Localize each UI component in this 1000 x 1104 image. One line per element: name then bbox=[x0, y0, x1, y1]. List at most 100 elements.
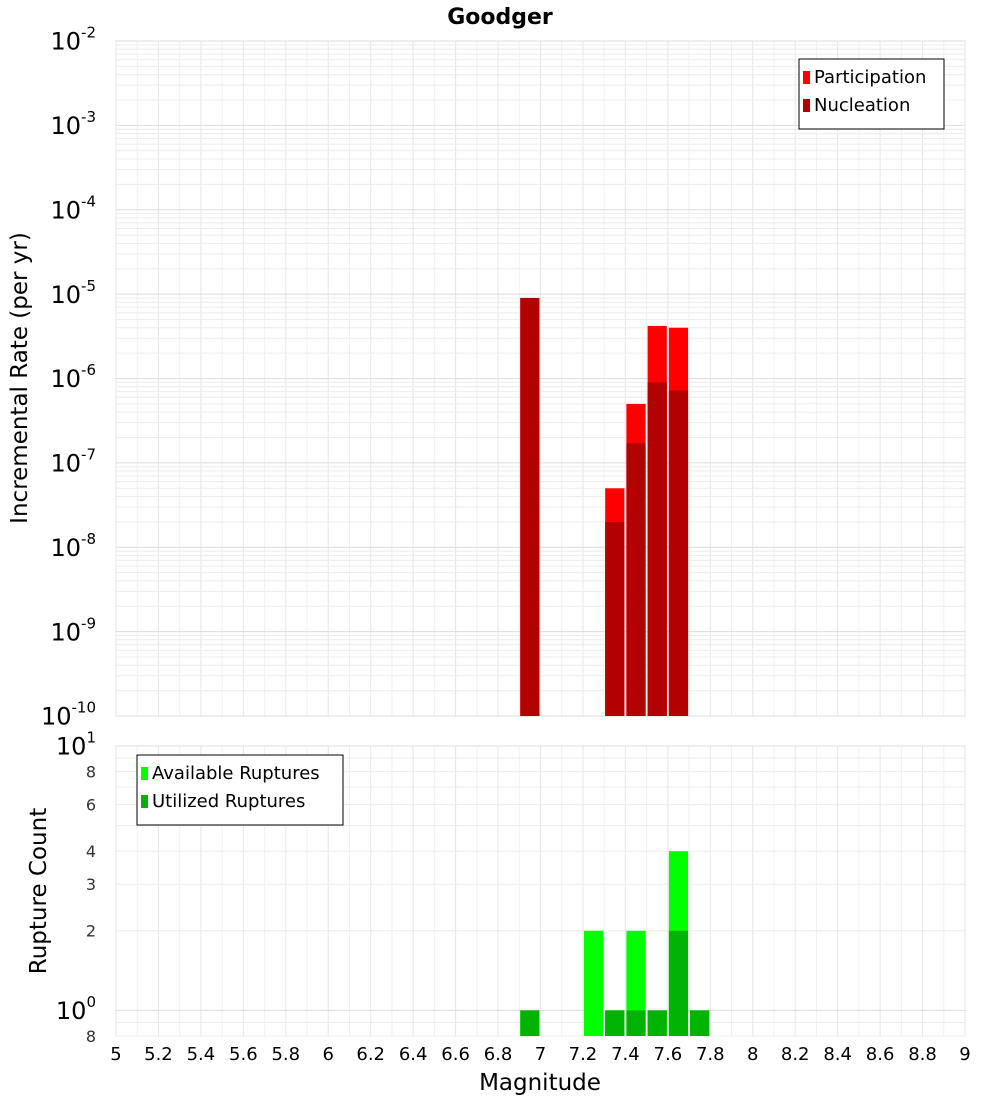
bar-utilized-ruptures bbox=[668, 930, 689, 1036]
x-tick-label: 6.8 bbox=[484, 1044, 513, 1065]
legend-label: Utilized Ruptures bbox=[152, 791, 305, 812]
y-tick-base: 6 bbox=[86, 795, 96, 814]
y-tick-label: 10-3 bbox=[50, 108, 96, 140]
x-tick-label: 8.6 bbox=[866, 1044, 895, 1065]
rate-bars bbox=[520, 297, 689, 716]
x-tick-label: 7.8 bbox=[696, 1044, 725, 1065]
y-tick-label: 10-5 bbox=[50, 277, 96, 309]
y-tick-base: 10 bbox=[41, 703, 72, 731]
y-tick-label: 101 bbox=[56, 729, 96, 761]
y-tick-exponent: -6 bbox=[81, 361, 96, 379]
x-tick-label: 7.2 bbox=[569, 1044, 598, 1065]
rate-gridlines bbox=[115, 40, 966, 717]
bar-utilized-ruptures bbox=[520, 1010, 540, 1036]
x-tick-label: 6.6 bbox=[441, 1044, 470, 1065]
chart-title: Goodger bbox=[447, 5, 553, 30]
x-tick-label: 5.2 bbox=[144, 1044, 173, 1065]
y-tick-label: 3 bbox=[86, 875, 96, 894]
y-tick-base: 2 bbox=[86, 922, 96, 941]
y-tick-base: 8 bbox=[86, 762, 96, 781]
y-tick-label: 8 bbox=[86, 1027, 96, 1046]
y-tick-label: 10-4 bbox=[50, 192, 96, 224]
count-bars bbox=[520, 851, 710, 1036]
legend-swatch bbox=[141, 767, 148, 780]
y-tick-base: 10 bbox=[50, 365, 81, 393]
y-tick-exponent: -4 bbox=[81, 192, 96, 210]
y-tick-base: 10 bbox=[50, 28, 81, 56]
y-tick-label: 10-8 bbox=[50, 530, 96, 562]
y-tick-exponent: -8 bbox=[81, 530, 96, 548]
rate-legend: Participation Nucleation bbox=[798, 58, 945, 130]
y-tick-label: 10-9 bbox=[50, 614, 96, 646]
y-tick-base: 10 bbox=[50, 450, 81, 478]
y-tick-exponent: 0 bbox=[86, 993, 96, 1011]
y-tick-label: 4 bbox=[86, 842, 96, 861]
x-tick-label: 8 bbox=[747, 1044, 758, 1065]
x-tick-label: 6.2 bbox=[356, 1044, 385, 1065]
x-tick-label: 5.6 bbox=[229, 1044, 258, 1065]
bar-available-ruptures bbox=[583, 930, 604, 1036]
x-axis-label: Magnitude bbox=[479, 1070, 601, 1096]
count-y-axis-label: Rupture Count bbox=[26, 808, 52, 974]
y-tick-exponent: -9 bbox=[81, 614, 96, 632]
bar-utilized-ruptures bbox=[605, 1010, 625, 1036]
y-tick-exponent: -7 bbox=[81, 446, 96, 464]
bar-utilized-ruptures bbox=[690, 1010, 710, 1036]
y-tick-label: 2 bbox=[86, 922, 96, 941]
x-tick-label: 9 bbox=[959, 1044, 970, 1065]
y-tick-base: 10 bbox=[50, 196, 81, 224]
x-tick-label: 5.4 bbox=[187, 1044, 216, 1065]
y-tick-base: 10 bbox=[50, 534, 81, 562]
y-tick-base: 4 bbox=[86, 842, 96, 861]
y-tick-label: 8 bbox=[86, 762, 96, 781]
legend-swatch bbox=[141, 795, 148, 808]
bar-utilized-ruptures bbox=[647, 1010, 667, 1036]
legend-box bbox=[798, 58, 945, 130]
bar-nucleation bbox=[626, 443, 646, 716]
y-tick-base: 10 bbox=[50, 281, 81, 309]
bar-nucleation bbox=[668, 390, 689, 716]
x-tick-label: 8.2 bbox=[781, 1044, 810, 1065]
y-tick-exponent: -3 bbox=[81, 108, 96, 126]
x-tick-label: 8.8 bbox=[908, 1044, 937, 1065]
y-tick-exponent: -2 bbox=[81, 24, 96, 42]
x-tick-label: 6 bbox=[323, 1044, 334, 1065]
legend-swatch bbox=[803, 99, 810, 112]
y-tick-label: 6 bbox=[86, 795, 96, 814]
y-tick-base: 10 bbox=[56, 733, 87, 761]
bar-available-ruptures bbox=[626, 930, 646, 1036]
y-tick-base: 8 bbox=[86, 1027, 96, 1046]
y-tick-base: 10 bbox=[50, 112, 81, 140]
x-tick-label: 7 bbox=[535, 1044, 546, 1065]
y-tick-base: 10 bbox=[50, 618, 81, 646]
x-tick-label: 5 bbox=[110, 1044, 121, 1065]
y-tick-exponent: 1 bbox=[86, 729, 96, 747]
legend-swatch bbox=[803, 71, 810, 84]
x-tick-label: 7.6 bbox=[654, 1044, 683, 1065]
y-tick-label: 10-2 bbox=[50, 24, 96, 56]
bar-nucleation bbox=[647, 382, 667, 716]
x-tick-label: 8.4 bbox=[823, 1044, 852, 1065]
x-tick-label: 6.4 bbox=[399, 1044, 428, 1065]
rate-y-axis-label: Incremental Rate (per yr) bbox=[7, 232, 33, 524]
y-tick-base: 3 bbox=[86, 875, 96, 894]
legend-label: Participation bbox=[814, 67, 926, 88]
y-tick-base: 10 bbox=[56, 997, 87, 1025]
y-tick-label: 10-7 bbox=[50, 446, 96, 478]
y-tick-exponent: -5 bbox=[81, 277, 96, 295]
bar-nucleation bbox=[605, 521, 625, 716]
bar-utilized-ruptures bbox=[626, 1010, 646, 1036]
bar-nucleation bbox=[520, 297, 540, 716]
x-tick-label: 7.4 bbox=[611, 1044, 640, 1065]
y-tick-label: 10-6 bbox=[50, 361, 96, 393]
y-tick-label: 10-10 bbox=[41, 699, 96, 731]
legend-label: Available Ruptures bbox=[152, 763, 320, 784]
x-tick-labels: 5 5.2 5.4 5.6 5.8 6 6.2 6.4 6.6 6.8 7 7.2 7.4 7.6 7.8 8… bbox=[110, 1044, 970, 1065]
y-tick-label: 100 bbox=[56, 993, 96, 1025]
legend-label: Nucleation bbox=[814, 95, 910, 116]
